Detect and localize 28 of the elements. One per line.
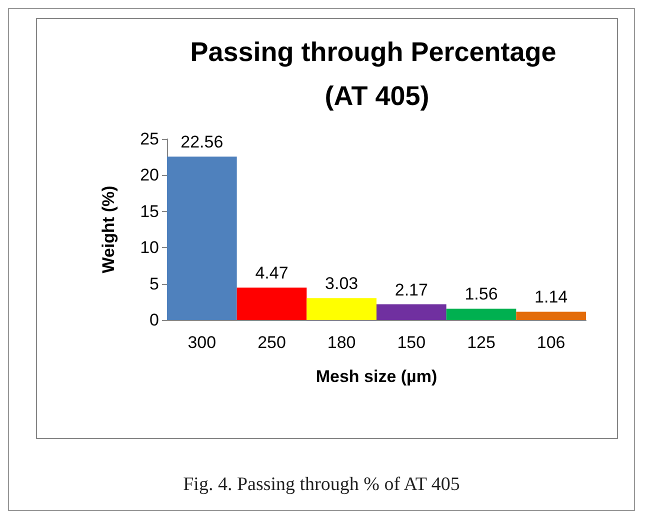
data-label: 22.56 — [180, 132, 224, 152]
x-axis-title: Mesh size (µm) — [316, 367, 438, 386]
bar — [516, 312, 586, 320]
bar — [306, 298, 376, 320]
data-label: 1.14 — [534, 288, 568, 307]
caption: Fig. 4. Passing through % of AT 405 — [182, 474, 461, 496]
y-tick-label: 0 — [150, 310, 159, 330]
x-tick-label: 180 — [327, 333, 356, 352]
chart-title: Passing through Percentage (AT 405) — [190, 37, 564, 111]
y-tick-label: 15 — [140, 202, 159, 221]
x-tick-label: 125 — [467, 333, 496, 352]
bar — [446, 308, 516, 320]
y-tick-label: 20 — [140, 166, 159, 185]
data-label: 2.17 — [394, 280, 428, 300]
y-tick-label: 25 — [140, 130, 159, 148]
bar — [376, 304, 446, 320]
y-tick-label: 10 — [140, 238, 159, 258]
y-axis-title: Weight (%) — [99, 186, 118, 274]
data-label: 4.47 — [255, 264, 288, 283]
bar — [167, 156, 237, 320]
x-tick-label: 250 — [258, 333, 286, 352]
x-tick-label: 300 — [188, 333, 216, 352]
y-tick-label: 5 — [150, 274, 159, 294]
data-label: 3.03 — [325, 274, 358, 294]
data-label: 1.56 — [464, 284, 498, 304]
bar — [236, 288, 307, 320]
x-tick-label: 106 — [536, 333, 566, 352]
x-tick-label: 150 — [397, 333, 426, 352]
